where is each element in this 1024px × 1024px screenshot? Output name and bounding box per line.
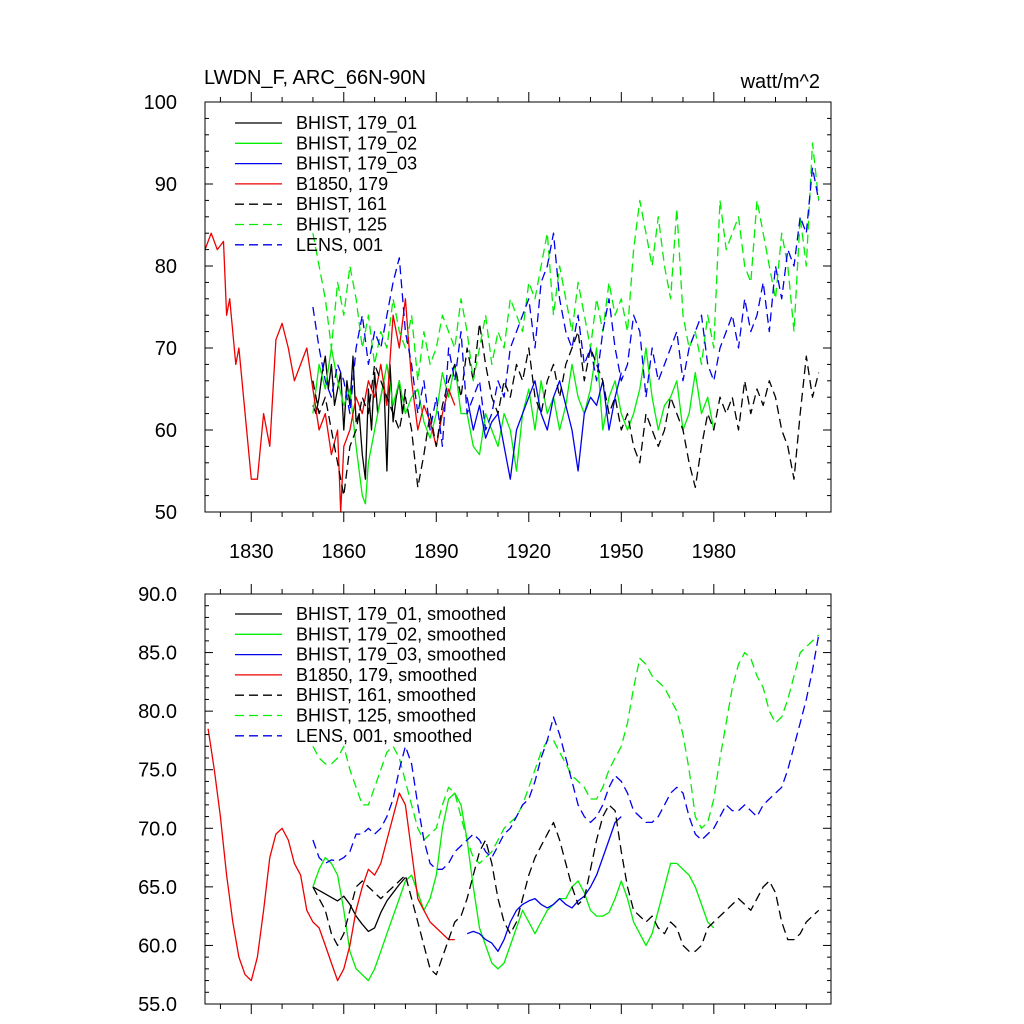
top-ytick-label: 90 <box>155 174 177 196</box>
top-legend-label: BHIST, 179_03 <box>296 154 417 175</box>
bottom-plot-area <box>207 634 820 982</box>
top-legend-label: BHIST, 161 <box>296 194 387 214</box>
top-series-lens-001 <box>312 166 820 448</box>
top-xtick-label: 1980 <box>692 541 737 563</box>
bottom-chart-panel: 55.0 60.0 65.0 70.0 75.0 80.0 85.0 90.0 BHIST, … <box>138 584 832 1016</box>
top-chart-title: LWDN_F, ARC_66N-90N <box>204 67 426 89</box>
bottom-legend-label: B1850, 179, smoothed <box>296 665 477 685</box>
bottom-series-bhist-179-03-smoothed <box>466 816 622 952</box>
bottom-legend-label: LENS, 001, smoothed <box>296 726 472 746</box>
top-legend-label: BHIST, 179_01 <box>296 113 417 134</box>
top-series-bhist-161 <box>312 322 820 497</box>
bottom-legend-label: BHIST, 161, smoothed <box>296 685 476 705</box>
top-plot-frame <box>204 101 832 513</box>
top-axes: 50 60 70 80 90 100 1830 1860 1890 1920 1950 1980 <box>144 92 831 563</box>
top-series-bhist-179-02 <box>312 347 715 505</box>
top-ytick-label: 60 <box>155 420 177 442</box>
bottom-ytick-label: 85.0 <box>138 643 177 665</box>
top-legend-label: BHIST, 125 <box>296 215 387 235</box>
bottom-ytick-label: 75.0 <box>138 760 177 782</box>
bottom-legend-label: BHIST, 125, smoothed <box>296 706 476 726</box>
top-ytick-label: 100 <box>144 92 177 114</box>
bottom-series-bhist-161-smoothed <box>312 804 820 976</box>
top-legend-label: LENS, 001 <box>296 235 383 255</box>
top-xtick-label: 1860 <box>322 541 367 563</box>
top-series-bhist-179-03 <box>466 372 622 480</box>
top-chart-panel: LWDN_F, ARC_66N-90N watt/m^2 50 60 70 80 90 1… <box>144 67 832 563</box>
bottom-axes: 55.0 60.0 65.0 70.0 75.0 80.0 85.0 90.0 <box>138 584 831 1016</box>
bottom-ytick-label: 55.0 <box>138 994 177 1016</box>
bottom-series-bhist-179-01-smoothed <box>312 877 406 933</box>
bottom-series-bhist-125-smoothed <box>312 634 820 865</box>
bottom-ytick-label: 65.0 <box>138 877 177 899</box>
top-legend-label: BHIST, 179_02 <box>296 133 417 154</box>
top-xtick-label: 1830 <box>229 541 274 563</box>
bottom-ytick-label: 80.0 <box>138 701 177 723</box>
bottom-series-bhist-179-02-smoothed <box>312 792 715 982</box>
bottom-ytick-label: 90.0 <box>138 584 177 606</box>
bottom-plot-frame <box>204 593 832 1005</box>
top-xtick-label: 1950 <box>599 541 644 563</box>
bottom-legend-label: BHIST, 179_02, smoothed <box>296 624 506 645</box>
bottom-series-lens-001-smoothed <box>312 634 820 870</box>
top-chart-units: watt/m^2 <box>740 71 820 93</box>
top-series-bhist-125 <box>312 142 820 382</box>
bottom-ytick-label: 70.0 <box>138 818 177 840</box>
top-series-b1850-179 <box>204 232 456 513</box>
top-xtick-label: 1920 <box>507 541 552 563</box>
top-plot-area <box>204 142 820 513</box>
top-legend-label: B1850, 179 <box>296 174 388 194</box>
top-ytick-label: 80 <box>155 256 177 278</box>
top-series-bhist-179-01 <box>312 355 407 480</box>
bottom-legend-label: BHIST, 179_03, smoothed <box>296 645 506 666</box>
top-ytick-label: 70 <box>155 338 177 360</box>
bottom-series-b1850-179-smoothed <box>207 728 455 982</box>
top-ytick-label: 50 <box>155 502 177 524</box>
bottom-ytick-label: 60.0 <box>138 935 177 957</box>
bottom-legend-label: BHIST, 179_01, smoothed <box>296 604 506 625</box>
top-xtick-label: 1890 <box>414 541 459 563</box>
